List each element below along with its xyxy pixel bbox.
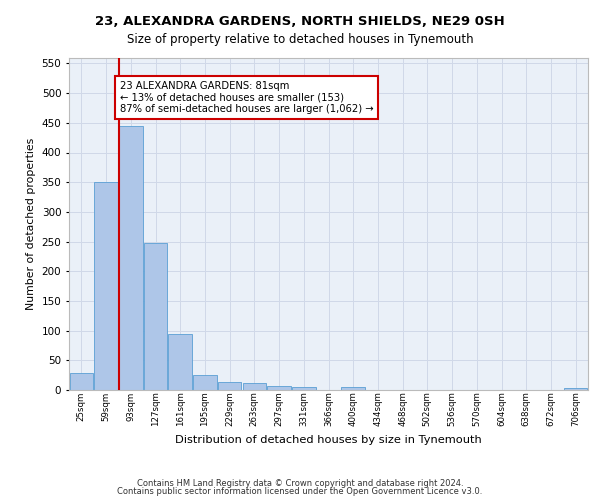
Bar bbox=[144, 243, 167, 390]
Bar bbox=[193, 375, 217, 390]
Bar bbox=[218, 382, 241, 390]
Text: 23 ALEXANDRA GARDENS: 81sqm
← 13% of detached houses are smaller (153)
87% of se: 23 ALEXANDRA GARDENS: 81sqm ← 13% of det… bbox=[119, 81, 373, 114]
Bar bbox=[268, 386, 291, 390]
Bar bbox=[119, 126, 143, 390]
Text: 23, ALEXANDRA GARDENS, NORTH SHIELDS, NE29 0SH: 23, ALEXANDRA GARDENS, NORTH SHIELDS, NE… bbox=[95, 15, 505, 28]
Text: Contains public sector information licensed under the Open Government Licence v3: Contains public sector information licen… bbox=[118, 487, 482, 496]
Bar bbox=[242, 384, 266, 390]
Bar bbox=[341, 387, 365, 390]
Text: Size of property relative to detached houses in Tynemouth: Size of property relative to detached ho… bbox=[127, 32, 473, 46]
Bar bbox=[94, 182, 118, 390]
Text: Contains HM Land Registry data © Crown copyright and database right 2024.: Contains HM Land Registry data © Crown c… bbox=[137, 478, 463, 488]
Bar bbox=[70, 374, 93, 390]
X-axis label: Distribution of detached houses by size in Tynemouth: Distribution of detached houses by size … bbox=[175, 434, 482, 444]
Bar bbox=[564, 388, 587, 390]
Bar bbox=[292, 387, 316, 390]
Bar bbox=[169, 334, 192, 390]
Y-axis label: Number of detached properties: Number of detached properties bbox=[26, 138, 36, 310]
